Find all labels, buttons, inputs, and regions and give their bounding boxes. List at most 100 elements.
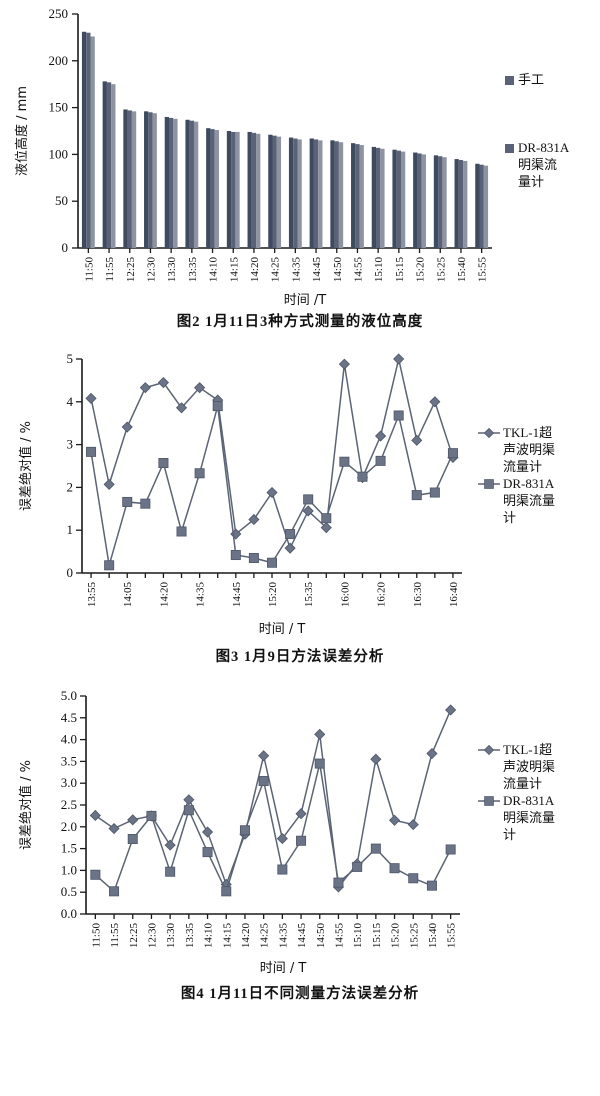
svg-fig3-xtick-label: 16:30 xyxy=(412,582,424,608)
svg-fig3-data-point xyxy=(86,446,97,457)
fig2-bar xyxy=(454,159,459,248)
svg-fig4-legend-marker xyxy=(483,744,495,756)
fig2-xtick-label: 15:40 xyxy=(456,257,468,283)
svg-fig3-legend-marker xyxy=(483,427,495,439)
fig2-bar xyxy=(231,131,236,248)
fig2-bar xyxy=(392,149,397,248)
svg-fig4-data-point xyxy=(90,869,101,880)
fig2-xtick-label: 14:10 xyxy=(208,257,220,283)
svg-fig3-legend-label: TKL-1超 xyxy=(503,425,552,440)
svg-fig3-data-point xyxy=(157,376,169,389)
fig2-bar xyxy=(293,138,298,248)
svg-fig3-data-point xyxy=(429,396,441,408)
svg-fig4-data-point xyxy=(202,847,213,858)
fig2-xtick-label: 14:35 xyxy=(290,257,302,283)
fig2-y-axis-title: 液位高度 / mm xyxy=(14,86,30,176)
svg-fig3-data-point xyxy=(212,401,223,412)
svg-fig4-data-point xyxy=(109,886,120,897)
svg-fig3-xtick-label: 15:20 xyxy=(267,582,279,608)
svg-fig3-data-point xyxy=(321,513,332,524)
fig2-xtick-label: 12:25 xyxy=(125,257,137,283)
svg-fig4-data-point xyxy=(277,864,288,875)
fig2-bar xyxy=(413,152,418,248)
fig2-bar xyxy=(351,143,356,248)
svg-fig4-data-point xyxy=(333,877,344,888)
svg-fig4-xtick-label: 15:10 xyxy=(352,923,364,949)
fig2-bar xyxy=(475,163,480,248)
fig2-bar xyxy=(483,165,489,248)
svg-fig4-ytick-label: 5.0 xyxy=(61,688,77,703)
fig2-bar xyxy=(111,84,116,248)
fig2-bar xyxy=(288,137,294,248)
fig2-bar xyxy=(127,110,132,248)
fig2-bar xyxy=(330,140,335,248)
fig2-xtick-label: 11:55 xyxy=(104,257,116,282)
svg-fig4-ytick-label: 3.5 xyxy=(61,753,77,768)
svg-fig3-xtick-label: 14:05 xyxy=(122,582,134,608)
fig2-ytick-label: 200 xyxy=(49,53,69,68)
svg-fig3-legend-label: 计 xyxy=(503,510,516,525)
svg-fig4-data-point xyxy=(408,873,419,884)
svg-fig4-legend-marker xyxy=(484,796,494,806)
svg-fig4-xtick-label: 15:15 xyxy=(371,923,383,949)
fig2-bar xyxy=(106,82,112,248)
fig2-bar xyxy=(479,164,484,248)
svg-fig4-ytick-label: 0.5 xyxy=(61,884,77,899)
svg-fig4-data-point xyxy=(426,747,438,760)
fig2-xtick-label: 13:35 xyxy=(187,257,199,283)
svg-fig4-ytick-label: 3.0 xyxy=(61,775,77,790)
svg-fig3-xtick-label: 14:20 xyxy=(158,582,170,608)
svg-fig4-xtick-label: 11:50 xyxy=(90,923,102,948)
figure-2: 0 50 100 150 200 250 11:50 11:55 12:25 12:30 13:30… xyxy=(0,0,600,331)
fig2-bar xyxy=(421,154,426,248)
svg-fig4-data-point xyxy=(239,825,250,836)
svg-fig4-data-point xyxy=(221,886,232,897)
svg-fig4-data-point xyxy=(183,794,195,806)
svg-fig4-data-point xyxy=(352,861,363,872)
fig2-bar xyxy=(297,139,302,248)
fig2-xtick-label: 15:15 xyxy=(394,257,406,283)
fig2-bar xyxy=(309,138,314,248)
fig2-xtick-label: 15:25 xyxy=(435,257,447,283)
svg-fig3-data-point xyxy=(393,410,404,421)
fig2-chart-canvas: 0 50 100 150 200 250 11:50 11:55 12:25 12:30 13:30… xyxy=(14,6,570,308)
svg-fig4-xtick-label: 15:25 xyxy=(408,923,420,949)
fig2-xtick-label: 14:45 xyxy=(311,257,323,283)
fig2-bar xyxy=(210,129,215,248)
svg-fig3-data-point xyxy=(139,382,151,394)
svg-fig4-y-axis-title: 误差绝对值 / % xyxy=(18,760,34,850)
svg-fig3-data-point xyxy=(121,421,133,433)
svg-fig3-series-line xyxy=(90,405,454,566)
svg-fig3-ytick-label: 1 xyxy=(67,522,74,537)
svg-fig4-data-point xyxy=(165,866,176,877)
fig2-bar xyxy=(189,120,194,248)
svg-fig4-data-point xyxy=(258,776,269,787)
svg-fig4-data-point xyxy=(370,843,381,854)
svg-fig4-xtick-label: 15:20 xyxy=(390,923,402,949)
svg-fig4-legend-label: 声波明渠 xyxy=(503,759,555,774)
svg-fig4-legend-label: TKL-1超 xyxy=(503,742,552,757)
svg-fig4-xtick-label: 14:50 xyxy=(315,923,327,949)
svg-fig3-ytick-label: 4 xyxy=(67,394,74,409)
svg-fig3-data-point xyxy=(194,468,205,479)
fig2-bar xyxy=(256,133,261,248)
fig4-chart-canvas: 0.0 0.5 1.0 1.5 2.0 2.5 3.0 3.5 4.0 4.5 5.0 11:50 11… xyxy=(18,688,555,976)
svg-fig4-xtick-label: 13:30 xyxy=(165,923,177,949)
svg-fig4-legend-label: DR-831A xyxy=(503,793,555,808)
svg-fig3-data-point xyxy=(194,382,206,394)
svg-fig4-xtick-label: 14:20 xyxy=(240,923,252,949)
svg-fig3-data-point xyxy=(284,542,296,554)
fig2-xtick-label: 14:50 xyxy=(332,257,344,283)
svg-fig4-data-point xyxy=(146,810,157,821)
fig2-bar xyxy=(169,117,174,249)
fig2-ytick-label: 50 xyxy=(55,193,68,208)
fig2-bar xyxy=(359,145,364,248)
svg-fig4-data-point xyxy=(296,835,307,846)
fig2-bar xyxy=(86,32,91,248)
svg-fig4-data-point xyxy=(388,814,401,826)
fig2-bar xyxy=(318,140,323,248)
fig2-xtick-label: 14:25 xyxy=(270,257,282,283)
fig2-bar xyxy=(313,139,319,248)
fig3-chart-canvas: 0 1 2 3 4 5 13:55 14:05 14:20 14:35 14:45 15:20 15:3… xyxy=(18,351,555,637)
svg-fig3-data-point xyxy=(320,522,332,534)
